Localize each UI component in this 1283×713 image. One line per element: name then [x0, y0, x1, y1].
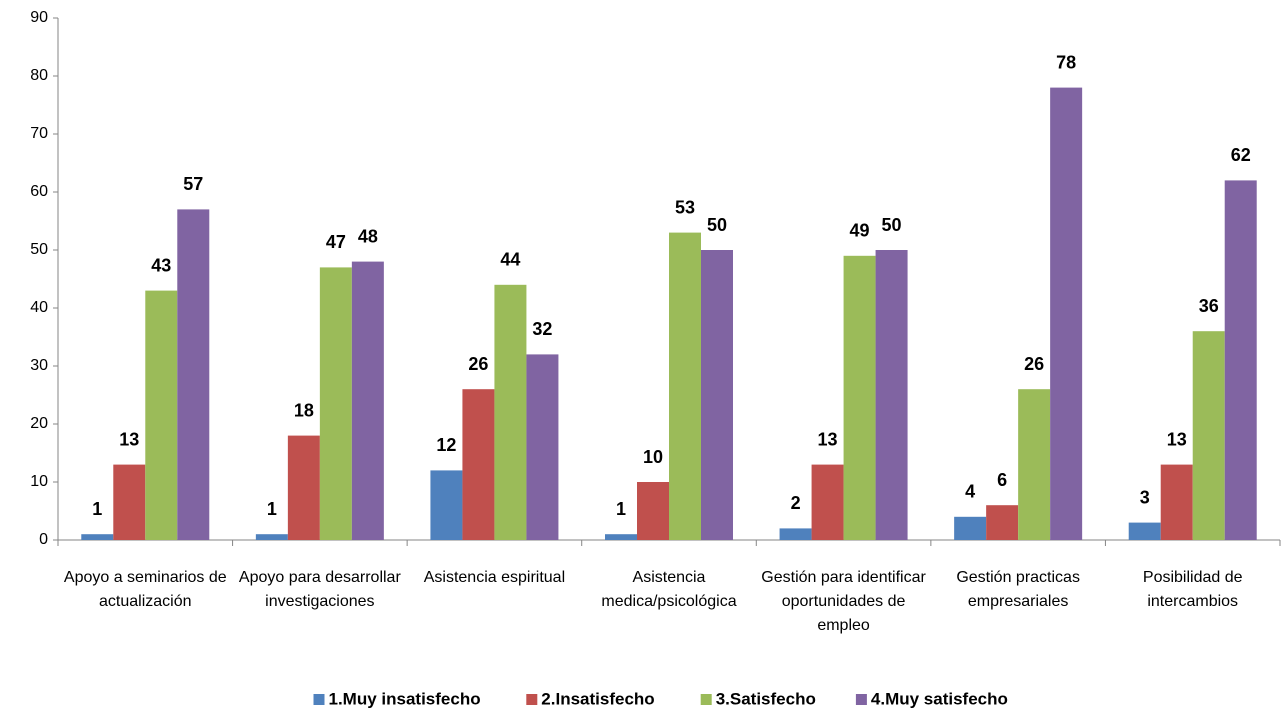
value-label: 32 [532, 319, 552, 339]
y-tick-label: 70 [30, 125, 48, 142]
legend-label: 3.Satisfecho [716, 689, 816, 708]
bar [779, 528, 812, 540]
legend-swatch [313, 694, 325, 705]
bar [701, 250, 733, 540]
value-label: 48 [358, 226, 378, 246]
bar [351, 261, 384, 540]
bar [430, 470, 463, 540]
y-tick-label: 50 [30, 241, 48, 258]
bar [954, 516, 987, 540]
y-tick-label: 90 [30, 9, 48, 26]
x-tick-label: Gestión para identificar oportunidades d… [761, 569, 926, 634]
value-label: 26 [1024, 354, 1044, 374]
bar [494, 284, 527, 540]
bar [287, 435, 320, 540]
bar [605, 534, 637, 540]
bar [319, 267, 352, 540]
bar [637, 482, 669, 540]
value-label: 6 [997, 470, 1007, 490]
value-label: 36 [1199, 296, 1219, 316]
bar [843, 255, 876, 541]
bar [669, 232, 701, 540]
value-label: 62 [1231, 145, 1251, 165]
value-label: 1 [616, 499, 626, 519]
bar [1128, 522, 1161, 540]
bar [1018, 389, 1051, 540]
legend-swatch [700, 694, 712, 705]
legend-swatch [526, 694, 538, 705]
bar [1050, 87, 1083, 540]
value-label: 50 [707, 215, 727, 235]
bar [1192, 331, 1225, 540]
bar [811, 464, 844, 540]
y-tick-label: 80 [30, 67, 48, 84]
y-tick-label: 10 [30, 473, 48, 490]
bar [145, 290, 178, 540]
x-tick-label: Posibilidad de intercambios [1142, 569, 1243, 610]
value-label: 13 [818, 429, 838, 449]
value-label: 13 [1167, 429, 1187, 449]
bar [1160, 464, 1193, 540]
legend-label: 2.Insatisfecho [541, 689, 654, 708]
value-label: 2 [791, 493, 801, 513]
value-label: 13 [119, 429, 139, 449]
x-tick-label: Gestión practicas empresariales [956, 569, 1080, 610]
bar [177, 209, 210, 540]
bar [255, 534, 288, 540]
bar [462, 389, 495, 540]
value-label: 57 [183, 174, 203, 194]
bar [526, 354, 559, 540]
y-tick-label: 40 [30, 299, 48, 316]
bar [113, 464, 146, 540]
value-label: 50 [882, 215, 902, 235]
y-tick-label: 20 [30, 415, 48, 432]
bar [875, 250, 908, 540]
value-label: 43 [151, 255, 171, 275]
legend-swatch [855, 694, 867, 705]
x-tick-label: Apoyo para desarrollar investigaciones [238, 569, 401, 610]
y-tick-label: 30 [30, 357, 48, 374]
x-tick-label: Apoyo a seminarios de actualización [63, 569, 227, 610]
y-tick-label: 60 [30, 183, 48, 200]
value-label: 10 [643, 447, 663, 467]
value-label: 1 [92, 499, 102, 519]
value-label: 26 [468, 354, 488, 374]
x-tick-label: Asistencia medica/psicológica [601, 569, 737, 610]
value-label: 3 [1140, 487, 1150, 507]
y-tick-label: 0 [39, 531, 48, 548]
value-label: 18 [294, 400, 314, 420]
value-label: 49 [850, 221, 870, 241]
value-label: 47 [326, 232, 346, 252]
value-label: 44 [500, 250, 520, 270]
bar [81, 534, 114, 540]
value-label: 78 [1056, 52, 1076, 72]
legend-label: 1.Muy insatisfecho [329, 689, 481, 708]
value-label: 12 [436, 435, 456, 455]
value-label: 53 [675, 197, 695, 217]
value-label: 1 [267, 499, 277, 519]
bar [986, 505, 1019, 540]
bar [1224, 180, 1257, 540]
value-label: 4 [965, 482, 975, 502]
x-tick-label: Asistencia espiritual [423, 569, 566, 586]
legend-label: 4.Muy satisfecho [871, 689, 1008, 708]
